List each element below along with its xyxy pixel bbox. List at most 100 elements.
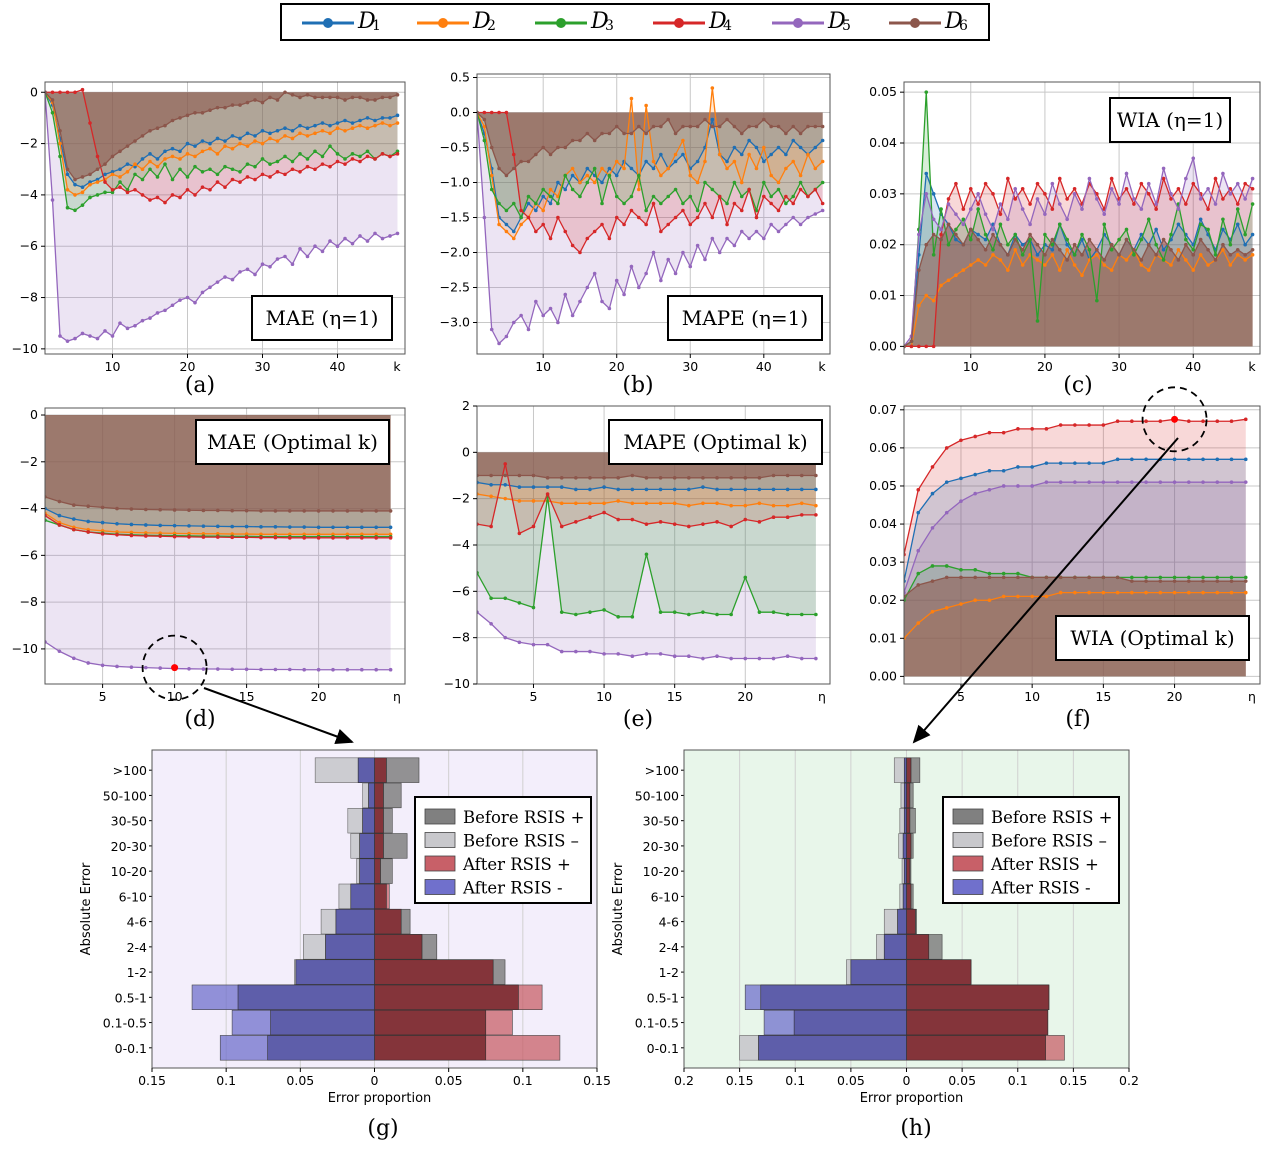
data-point bbox=[814, 656, 818, 661]
data-point bbox=[1201, 457, 1205, 462]
data-point bbox=[681, 138, 685, 143]
data-point bbox=[983, 237, 988, 242]
data-point bbox=[178, 149, 182, 154]
data-point bbox=[497, 201, 501, 206]
highlight-point bbox=[171, 664, 179, 672]
data-point bbox=[170, 303, 175, 308]
data-point bbox=[1215, 579, 1220, 583]
data-point bbox=[489, 145, 494, 150]
legend-label: D bbox=[945, 9, 963, 34]
data-point bbox=[504, 208, 509, 213]
data-point bbox=[358, 159, 362, 164]
data-point bbox=[497, 341, 501, 346]
data-point bbox=[1013, 197, 1018, 201]
data-point bbox=[1132, 247, 1136, 252]
data-point bbox=[230, 277, 235, 282]
data-point bbox=[1169, 247, 1173, 252]
data-point bbox=[380, 236, 385, 241]
data-point bbox=[230, 167, 235, 172]
data-point bbox=[916, 510, 921, 515]
data-point bbox=[519, 222, 523, 227]
data-point bbox=[1229, 579, 1234, 583]
data-point bbox=[65, 167, 70, 172]
data-point bbox=[504, 173, 509, 178]
data-point bbox=[771, 473, 776, 478]
data-point bbox=[715, 612, 719, 617]
data-point bbox=[360, 509, 364, 513]
data-point bbox=[1172, 480, 1177, 484]
data-point bbox=[534, 201, 538, 206]
data-point bbox=[757, 476, 762, 480]
data-point bbox=[88, 121, 92, 125]
data-point bbox=[335, 95, 340, 100]
data-point bbox=[1215, 419, 1220, 424]
data-point bbox=[946, 242, 951, 247]
data-point bbox=[1146, 192, 1151, 196]
bar-overlap-plus bbox=[906, 807, 911, 834]
data-point bbox=[290, 262, 295, 266]
data-point bbox=[133, 162, 137, 166]
data-point bbox=[223, 275, 227, 279]
data-point bbox=[163, 157, 167, 161]
data-point bbox=[973, 575, 977, 580]
legend-swatch bbox=[417, 18, 469, 28]
data-point bbox=[313, 131, 317, 136]
data-point bbox=[1198, 197, 1203, 201]
data-point bbox=[651, 166, 656, 171]
panel-label: (c) bbox=[1063, 373, 1093, 398]
data-point bbox=[380, 95, 385, 100]
data-point bbox=[924, 192, 929, 196]
bar-overlap-plus bbox=[374, 833, 384, 859]
data-point bbox=[1191, 253, 1196, 257]
data-point bbox=[1213, 253, 1218, 257]
data-point bbox=[651, 194, 656, 199]
legend-subscript: 6 bbox=[959, 18, 968, 34]
data-point bbox=[350, 126, 355, 130]
data-point bbox=[987, 571, 992, 576]
data-point bbox=[672, 610, 677, 614]
data-point bbox=[230, 177, 235, 182]
data-point bbox=[110, 172, 115, 177]
data-point bbox=[987, 598, 992, 603]
data-point bbox=[743, 517, 748, 522]
data-point bbox=[541, 187, 545, 192]
y-tick-label: 0.01 bbox=[869, 630, 897, 645]
data-point bbox=[578, 250, 582, 255]
y-tick-label: −6 bbox=[452, 583, 470, 598]
data-point bbox=[163, 200, 167, 205]
data-point bbox=[1050, 247, 1055, 252]
data-point bbox=[1243, 258, 1247, 262]
data-point bbox=[1072, 263, 1077, 267]
data-point bbox=[570, 243, 575, 248]
data-point bbox=[1158, 575, 1163, 580]
data-point bbox=[954, 232, 958, 237]
data-point bbox=[534, 152, 538, 157]
data-point bbox=[806, 124, 810, 129]
data-point bbox=[717, 250, 722, 255]
y-tick-label: −8 bbox=[20, 594, 38, 609]
data-point bbox=[754, 215, 759, 220]
panel-c: 0.05 0.04 0.03 0.02 0.01 0.00 10 20 30 40 k WIA (η=… bbox=[869, 81, 1261, 398]
bar-overlap-minus bbox=[760, 984, 907, 1011]
data-point bbox=[517, 499, 522, 503]
legend-swatch bbox=[952, 879, 984, 895]
y-tick-label: −1.0 bbox=[440, 175, 470, 190]
data-point bbox=[769, 194, 773, 199]
data-point bbox=[924, 293, 929, 298]
data-point bbox=[798, 173, 803, 178]
data-point bbox=[1172, 579, 1177, 583]
data-point bbox=[991, 192, 995, 196]
category-label: 50-100 bbox=[103, 788, 147, 803]
data-point bbox=[785, 654, 790, 658]
data-point bbox=[1030, 594, 1034, 599]
data-point bbox=[725, 222, 729, 227]
y-tick-label: −10 bbox=[444, 676, 470, 691]
data-point bbox=[710, 86, 715, 90]
data-point bbox=[757, 656, 762, 661]
data-point bbox=[629, 208, 634, 213]
data-point bbox=[673, 215, 678, 220]
data-point bbox=[991, 227, 995, 232]
data-point bbox=[939, 227, 943, 232]
data-point bbox=[148, 159, 152, 164]
data-point bbox=[335, 159, 340, 164]
